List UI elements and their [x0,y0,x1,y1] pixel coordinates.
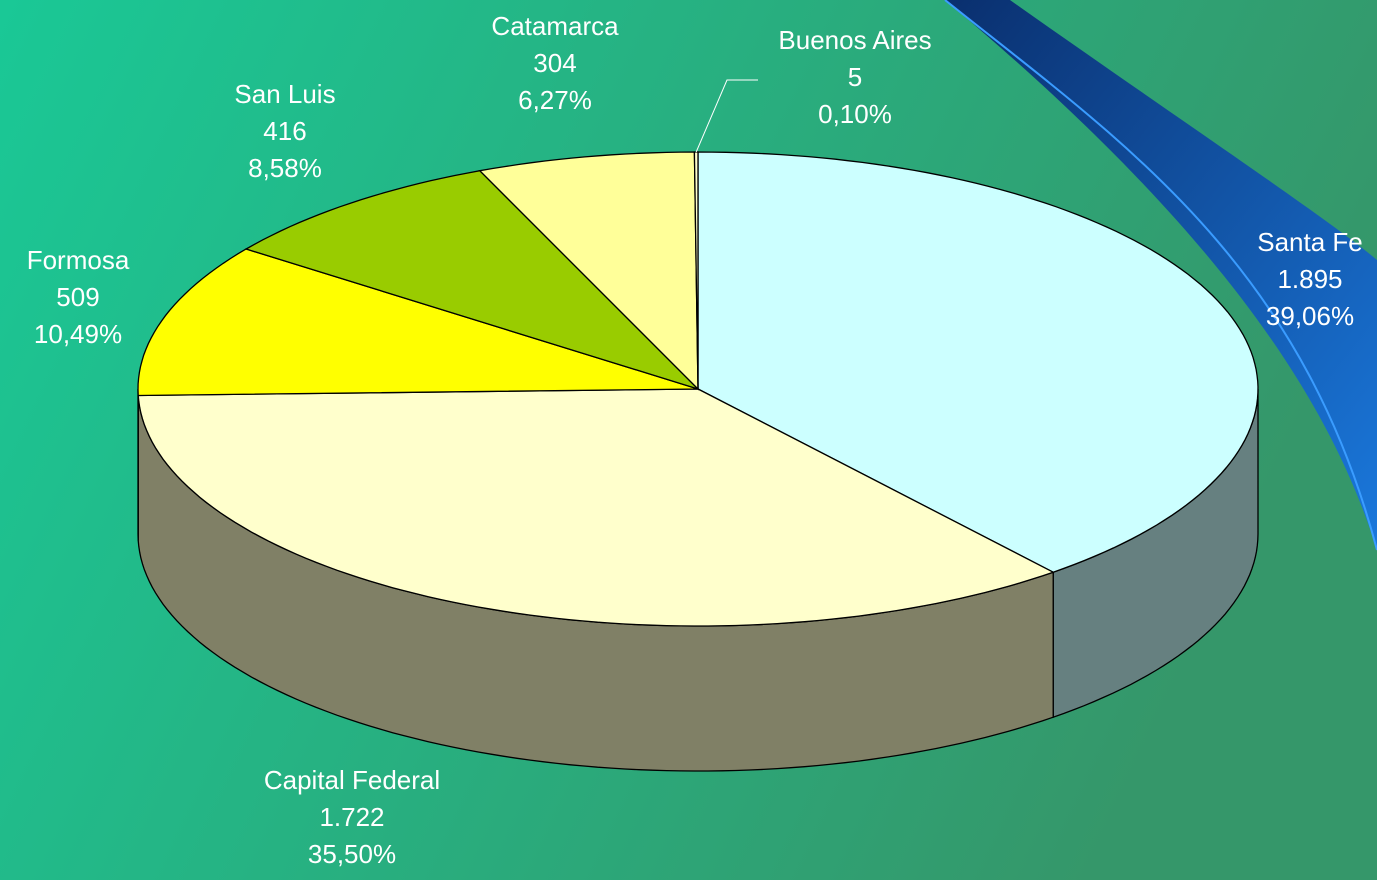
decor-swoosh [945,0,1377,550]
pie-slice [697,151,1259,573]
slice-label-percent: 35,50% [308,839,396,869]
slice-label-percent: 39,06% [1266,301,1354,331]
slice-label-name: Santa Fe [1257,227,1363,257]
slice-label-name: Catamarca [491,11,619,41]
slice-label-name: Formosa [27,245,130,275]
pie-slice [137,248,699,397]
pie-slice [478,151,699,391]
leader-line [695,79,758,153]
slice-label-name: Capital Federal [264,765,440,795]
slice-label-value: 1.722 [319,802,384,832]
slice-label-name: San Luis [234,79,335,109]
pie-tops [137,151,1259,627]
labels: Santa Fe 1.895 39,06% Capital Federal 1.722 3… [27,11,1363,869]
slice-label-value: 5 [848,62,862,92]
slice-label-value: 1.895 [1277,264,1342,294]
slice-label-percent: 8,58% [248,153,322,183]
decor-swoosh-edge [944,0,1377,551]
pie-slice [244,169,699,390]
pie-slice [137,388,1055,627]
slice-label-percent: 0,10% [818,99,892,129]
slice-label-value: 416 [263,116,306,146]
slice-label-name: Buenos Aires [778,25,931,55]
slice-label-value: 304 [533,48,576,78]
slice-label-percent: 10,49% [34,319,122,349]
slice-label-percent: 6,27% [518,85,592,115]
slice-label-value: 509 [56,282,99,312]
